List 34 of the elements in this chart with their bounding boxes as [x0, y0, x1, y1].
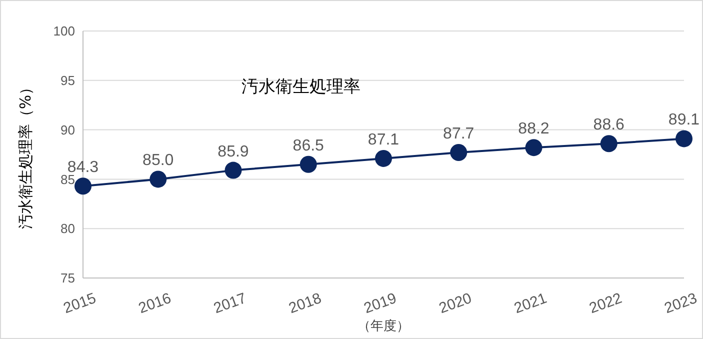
- point: [450, 144, 468, 162]
- x-tick-label: 2016: [136, 290, 174, 318]
- x-tick-label: 2015: [61, 290, 98, 318]
- point: [300, 156, 317, 173]
- y-tick-label: 90: [60, 122, 75, 138]
- y-tick-label: 100: [53, 24, 75, 39]
- text: 汚水衛生処理率: [240, 76, 362, 99]
- text: 88.6: [593, 116, 624, 134]
- x-axis-title: （年度）: [358, 318, 410, 334]
- x-tick-label: 2021: [512, 290, 550, 318]
- x-tick-label: 2018: [286, 290, 324, 318]
- y-tick-label: 80: [60, 221, 75, 236]
- x-tick-label: 2022: [587, 290, 624, 318]
- text: 86.5: [292, 137, 324, 154]
- x-tick-label: 2017: [211, 290, 249, 318]
- text: 85.0: [142, 152, 174, 170]
- text: 87.1: [368, 131, 400, 148]
- y-axis-title: 汚水衛生処理率（%）: [16, 80, 34, 230]
- point: [525, 139, 542, 156]
- point: [74, 178, 92, 195]
- x-tick-label: 2020: [436, 290, 474, 318]
- point: [600, 135, 618, 152]
- text: 85.9: [218, 143, 249, 160]
- y-tick-label: 75: [60, 270, 75, 286]
- y-tick-label: 95: [60, 73, 75, 88]
- text: 88.2: [518, 120, 550, 138]
- x-tick-label: 2019: [362, 290, 399, 318]
- point: [150, 170, 167, 188]
- point: [375, 150, 392, 167]
- text: 87.7: [443, 126, 474, 143]
- point: [676, 130, 692, 148]
- x-tick-label: 2023: [662, 290, 700, 318]
- text: 89.1: [668, 112, 700, 129]
- point: [224, 162, 242, 179]
